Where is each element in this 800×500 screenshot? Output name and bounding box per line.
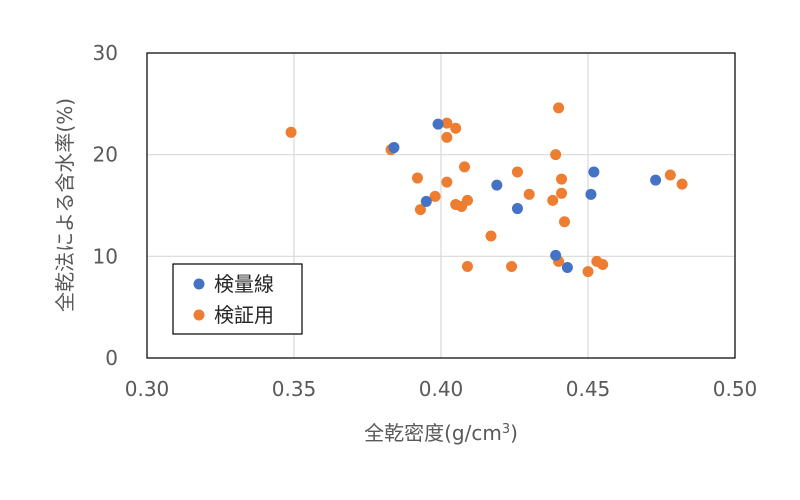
legend-label: 検証用	[214, 303, 274, 327]
y-tick-label: 10	[93, 244, 118, 268]
validation-point	[556, 187, 568, 199]
validation-point	[441, 176, 453, 188]
calibration-point	[588, 166, 600, 178]
x-tick-label: 0.45	[566, 377, 611, 401]
x-tick-label: 0.50	[713, 377, 758, 401]
validation-point	[556, 173, 568, 185]
calibration-point	[388, 142, 400, 154]
validation-point	[676, 178, 688, 190]
x-axis-label: 全乾密度(g/cm3)	[364, 421, 518, 445]
validation-point	[485, 230, 497, 242]
validation-point	[461, 261, 473, 272]
validation-point	[461, 194, 473, 206]
validation-point	[441, 131, 453, 143]
x-tick-label: 0.40	[419, 377, 464, 401]
x-tick-label: 0.35	[272, 377, 317, 401]
validation-point	[523, 188, 535, 200]
validation-point	[550, 149, 562, 161]
legend-label: 検量線	[214, 272, 274, 296]
calibration-point	[650, 174, 662, 186]
validation-point	[429, 190, 441, 202]
tick-labels: 0.30 0.35 0.40 0.45 0.50 0 10 20 30	[93, 41, 758, 401]
calibration-point	[491, 179, 503, 191]
validation-point	[411, 172, 423, 184]
validation-point	[285, 126, 297, 138]
calibration-point	[561, 262, 573, 274]
y-tick-label: 0	[105, 346, 118, 370]
calibration-point	[585, 188, 597, 200]
validation-point	[582, 266, 594, 278]
y-tick-label: 20	[93, 143, 118, 167]
y-tick-label: 30	[93, 41, 118, 65]
legend-marker	[193, 309, 205, 321]
validation-point	[664, 169, 676, 181]
legend-box	[172, 263, 303, 335]
validation-point	[450, 122, 462, 134]
calibration-point	[432, 118, 444, 130]
validation-point	[547, 194, 559, 206]
validation-point	[459, 161, 471, 173]
validation-point	[558, 216, 570, 228]
calibration-point	[550, 249, 562, 261]
x-tick-label: 0.30	[125, 377, 170, 401]
data-points	[285, 102, 688, 278]
validation-point	[441, 117, 453, 129]
validation-point	[506, 261, 518, 272]
y-axis-label: 全乾法による含水率(%)	[53, 98, 77, 312]
legend-marker	[193, 278, 205, 290]
validation-point	[553, 102, 565, 114]
plot-area	[146, 52, 736, 359]
calibration-point	[511, 203, 523, 215]
calibration-point	[420, 195, 432, 207]
validation-point	[511, 166, 523, 178]
validation-point	[414, 204, 426, 216]
validation-point	[597, 258, 609, 270]
